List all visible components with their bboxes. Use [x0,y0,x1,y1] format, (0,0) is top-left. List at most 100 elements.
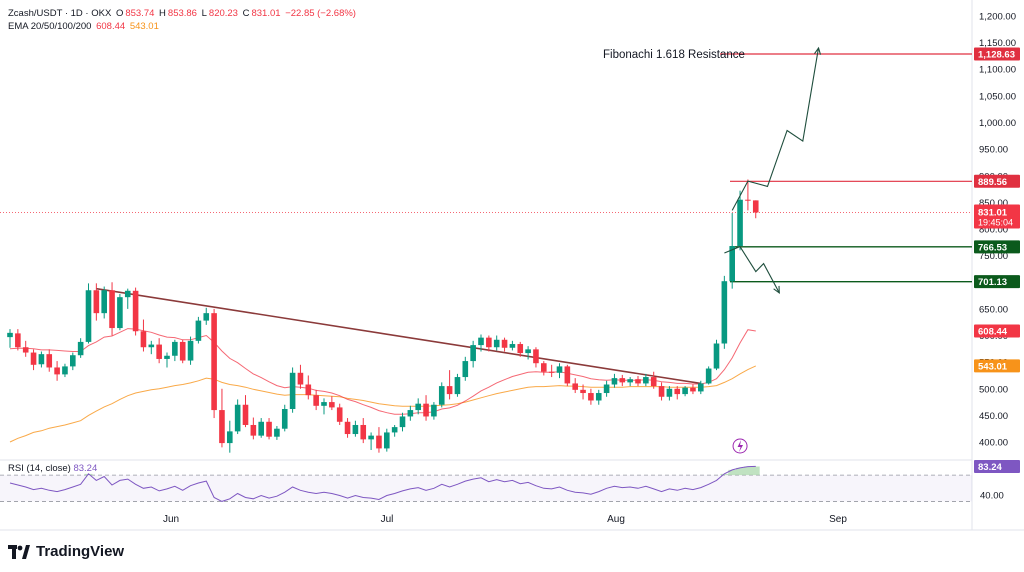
y-tick-label: 500.00 [979,384,1008,395]
candle-body [117,297,123,329]
candle-body [172,341,178,356]
y-tick-label: 1,100.00 [979,65,1016,76]
candle-body [368,435,374,440]
candle-body [148,344,155,348]
candle-body [156,344,162,359]
projection-up-arrow [731,47,820,211]
countdown-tag: 19:45:04 [978,217,1013,227]
candle-body [250,424,257,436]
candle-body [195,320,202,341]
candle-body [595,393,602,401]
rsi-value-tag: 83.24 [978,462,1002,473]
change-value: −22.85 (−2.68%) [285,8,356,19]
ema-slow-price-tag: 543.01 [978,361,1008,372]
candle-body [525,349,531,354]
brand-name: TradingView [36,543,125,560]
x-tick-jul: Jul [380,514,394,525]
candle-body [501,339,508,348]
candle-body [22,347,29,353]
candle-body [462,361,469,378]
candle-body [384,432,390,449]
candle-body [493,339,500,348]
trendline [96,287,701,385]
rsi-legend: RSI (14, close) 83.24 [8,463,97,474]
high-label: H [159,8,166,19]
projection-down-arrow-head [773,285,780,295]
brand-logo[interactable]: TradingView [8,543,124,560]
candle-body [603,384,610,394]
candle-body [643,377,649,384]
candle-body [7,332,13,338]
close-label: C [242,8,250,19]
candle-body [109,290,115,329]
candle-body [54,367,60,375]
candle-body [281,409,288,429]
support2-price-tag: 701.13 [978,277,1007,288]
candle-body [446,386,453,395]
rsi-overbought-fill [84,466,760,476]
rsi-band-fill [0,475,972,502]
fib-annotation: Fibonachi 1.618 Resistance [603,49,745,61]
candle-body [219,410,225,444]
candle-body [478,337,484,346]
candle-body [62,366,68,375]
candle-body [376,435,382,449]
grid [0,0,1024,531]
candle-body [658,386,665,397]
candle-body [705,368,712,384]
projection-down-arrow [724,245,780,294]
candle-body [360,424,367,440]
open-value: 853.74 [125,8,155,19]
candle-body [407,410,414,417]
candle-body [15,333,21,348]
candle-body [164,355,170,359]
low-label: L [201,8,207,19]
candle-body [517,344,524,354]
horizontal-levels: Fibonachi 1.618 Resistance [0,49,972,283]
candle-body [737,199,743,247]
resistance-price-tag-bg [974,174,1020,188]
candle-body [352,424,359,435]
ema-label: EMA 20/50/100/200 [8,21,92,32]
symbol-label: Zcash/USDT · 1D · OKX [8,8,112,19]
projection-up-arrow-head [814,46,822,55]
rsi-label: RSI (14, close) [8,463,71,474]
ema-fast-price-tag: 608.44 [978,327,1008,338]
candle-body [588,393,594,401]
y-tick-label: 1,050.00 [979,91,1016,102]
y-tick-label: 400.00 [979,438,1008,449]
candle-body [627,379,633,383]
high-value: 853.86 [167,8,197,19]
candle-body [258,421,264,436]
y-tick-label: 450.00 [979,411,1008,422]
y-tick-label: 750.00 [979,251,1008,262]
fib-price-tag-bg [974,47,1020,61]
candle-body [46,354,53,368]
y-tick-label: 950.00 [979,145,1008,156]
candle-body [187,340,194,361]
candle-body [77,341,84,356]
resistance-price-tag: 889.56 [978,177,1007,188]
last-price-tag: 831.01 [978,207,1008,218]
candle-body [548,371,555,373]
candle-body [486,337,492,348]
rsi-scale-label: 40.00 [980,490,1004,501]
candle-body [329,402,335,408]
descending-trendline [96,287,701,385]
ema-slow-value: 543.01 [129,21,159,32]
candle-body [541,363,547,372]
candle-body [336,407,343,422]
candle-body [274,428,280,437]
ema-fast-value: 608.44 [96,21,126,32]
projection-paths [724,46,822,295]
x-tick-sep: Sep [829,514,847,525]
x-tick-jun: Jun [162,514,180,525]
low-value: 820.23 [208,8,238,19]
rsi-value: 83.24 [73,463,98,474]
rsi-line [9,465,756,502]
y-tick-label: 800.00 [979,225,1008,236]
support1-price-tag: 766.53 [978,242,1007,253]
